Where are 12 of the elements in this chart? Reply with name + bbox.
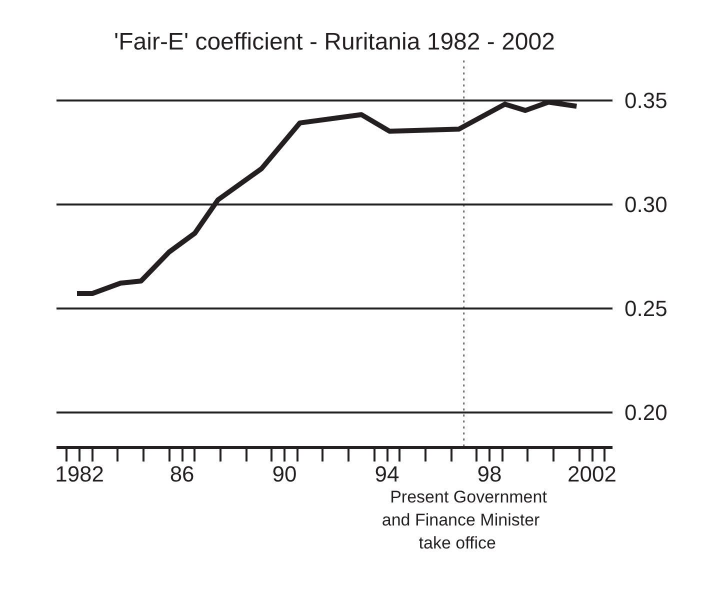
x-tick-label: 86 <box>170 462 194 486</box>
x-tick-label: 94 <box>374 462 400 486</box>
y-tick-label: 0.20 <box>624 400 668 426</box>
x-tick-label: 1982 <box>55 462 104 486</box>
x-tick-label: 2002 <box>568 462 616 486</box>
ref-line-label: Present Government and Finance Minister take office <box>382 488 548 552</box>
y-tick-label: 0.35 <box>624 88 668 114</box>
x-tick-label: 98 <box>477 462 502 486</box>
y-tick-label: 0.25 <box>624 296 668 322</box>
y-tick-label: 0.30 <box>624 192 668 218</box>
chart-title: 'Fair-E' coefficient - Ruritania 1982 - 2002 <box>114 28 555 56</box>
x-tick-label: 90 <box>272 462 297 486</box>
